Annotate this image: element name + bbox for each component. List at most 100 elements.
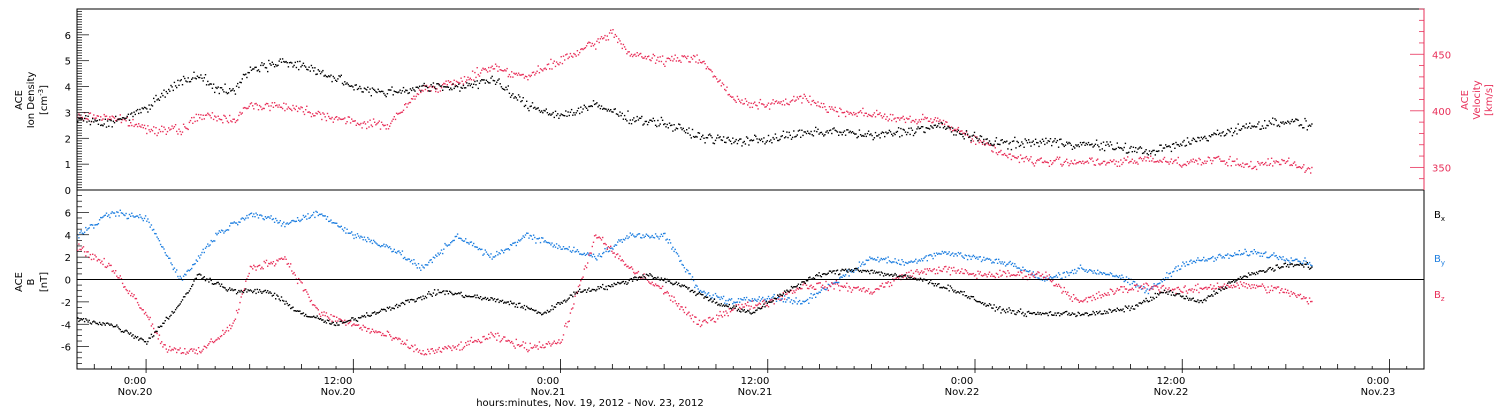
bz-series-point — [766, 304, 768, 306]
density-series-point — [435, 88, 437, 90]
bz-series-point — [203, 345, 205, 347]
velocity-series-point — [802, 97, 804, 99]
density-series-point — [229, 88, 231, 90]
density-series-point — [1204, 135, 1206, 138]
density-series-point — [326, 76, 329, 78]
density-series-point — [838, 134, 840, 136]
bx-series-point — [550, 309, 552, 311]
velocity-series-point — [721, 82, 724, 84]
velocity-series-point — [513, 72, 515, 74]
by-series-point — [295, 220, 298, 222]
density-series-point — [920, 126, 923, 128]
density-series-point — [1143, 152, 1145, 154]
bz-series-point — [493, 336, 496, 338]
velocity-series-point — [1282, 159, 1284, 162]
bz-series-point — [543, 347, 545, 349]
bz-series-point — [207, 344, 209, 346]
bx-series-point — [846, 270, 848, 272]
bz-series-point — [377, 331, 379, 333]
by-series-point — [413, 259, 415, 261]
bx-series-point — [341, 322, 344, 324]
velocity-series-point — [669, 59, 672, 62]
bz-series-point — [435, 349, 437, 351]
velocity-series-point — [1257, 161, 1259, 163]
density-series-point — [191, 78, 193, 80]
bx-series-point — [607, 285, 610, 287]
bz-series-point — [471, 341, 474, 343]
density-series-point — [737, 139, 740, 142]
velocity-series-point — [778, 101, 780, 103]
velocity-series-point — [878, 113, 880, 115]
density-series-point — [295, 66, 298, 69]
velocity-series-point — [732, 96, 734, 98]
bz-series-point — [311, 304, 314, 306]
bx-series-point — [400, 302, 402, 305]
bz-series-point — [1171, 288, 1174, 290]
bz-series-point — [691, 314, 694, 316]
by-series-point — [353, 237, 355, 240]
velocity-series-point — [698, 59, 701, 61]
velocity-series-point — [1118, 165, 1121, 167]
by-series-point — [987, 258, 990, 260]
velocity-series-point — [774, 101, 777, 103]
velocity-series-point — [408, 101, 410, 104]
density-series-point — [1178, 145, 1181, 147]
by-series-point — [308, 217, 310, 219]
density-series-point — [993, 143, 995, 146]
by-series-point — [473, 242, 475, 245]
by-series-point — [915, 258, 917, 260]
bz-series-point — [1057, 283, 1060, 286]
density-series-point — [242, 73, 245, 76]
bz-series-point — [629, 267, 631, 269]
density-series-point — [288, 62, 291, 64]
bx-series-point — [660, 277, 663, 279]
bx-series-point — [762, 305, 764, 308]
bx-series-point — [651, 275, 653, 277]
velocity-series-point — [710, 69, 712, 71]
by-series-point — [907, 262, 909, 265]
by-series-point — [1019, 269, 1022, 271]
bz-series-point — [1044, 276, 1046, 278]
by-series-point — [232, 222, 234, 224]
bx-series-point — [573, 291, 575, 293]
bz-series-point — [908, 271, 910, 273]
density-series-point — [398, 91, 400, 93]
density-series-point — [988, 140, 991, 142]
bx-series-point — [433, 289, 436, 291]
density-series-point — [223, 91, 225, 93]
density-series-point — [1253, 125, 1255, 127]
by-series-point — [663, 232, 665, 235]
density-series-point — [212, 83, 215, 85]
bz-series-point — [893, 280, 895, 282]
by-series-point — [604, 248, 606, 250]
bz-series-point — [428, 350, 430, 353]
velocity-series-point — [514, 73, 516, 75]
velocity-series-point — [922, 113, 924, 116]
velocity-series-point — [328, 115, 330, 118]
velocity-series-point — [811, 100, 813, 102]
density-series-point — [1130, 145, 1132, 148]
density-series-point — [1259, 128, 1261, 130]
bx-series-point — [554, 306, 557, 308]
bx-series-point — [460, 291, 462, 294]
velocity-series-point — [593, 43, 596, 45]
velocity-series-point — [359, 124, 361, 126]
bx-series-point — [352, 317, 354, 319]
density-series-point — [748, 144, 750, 146]
bx-series-point — [747, 309, 749, 312]
bz-series-point — [431, 348, 433, 350]
bz-series-point — [1159, 291, 1161, 293]
velocity-series-point — [467, 76, 469, 78]
velocity-series-point — [516, 74, 519, 76]
density-series-point — [260, 64, 262, 67]
bz-series-point — [1101, 294, 1103, 296]
density-series-point — [617, 113, 619, 116]
bz-series-point — [400, 342, 402, 345]
bz-series-point — [1076, 298, 1078, 301]
density-series-point — [150, 104, 153, 106]
bx-series-point — [142, 339, 144, 341]
bz-series-point — [189, 348, 192, 351]
bottom-panel-plot — [77, 209, 1313, 356]
bz-series-point — [329, 318, 331, 321]
bx-series-point — [650, 274, 652, 276]
